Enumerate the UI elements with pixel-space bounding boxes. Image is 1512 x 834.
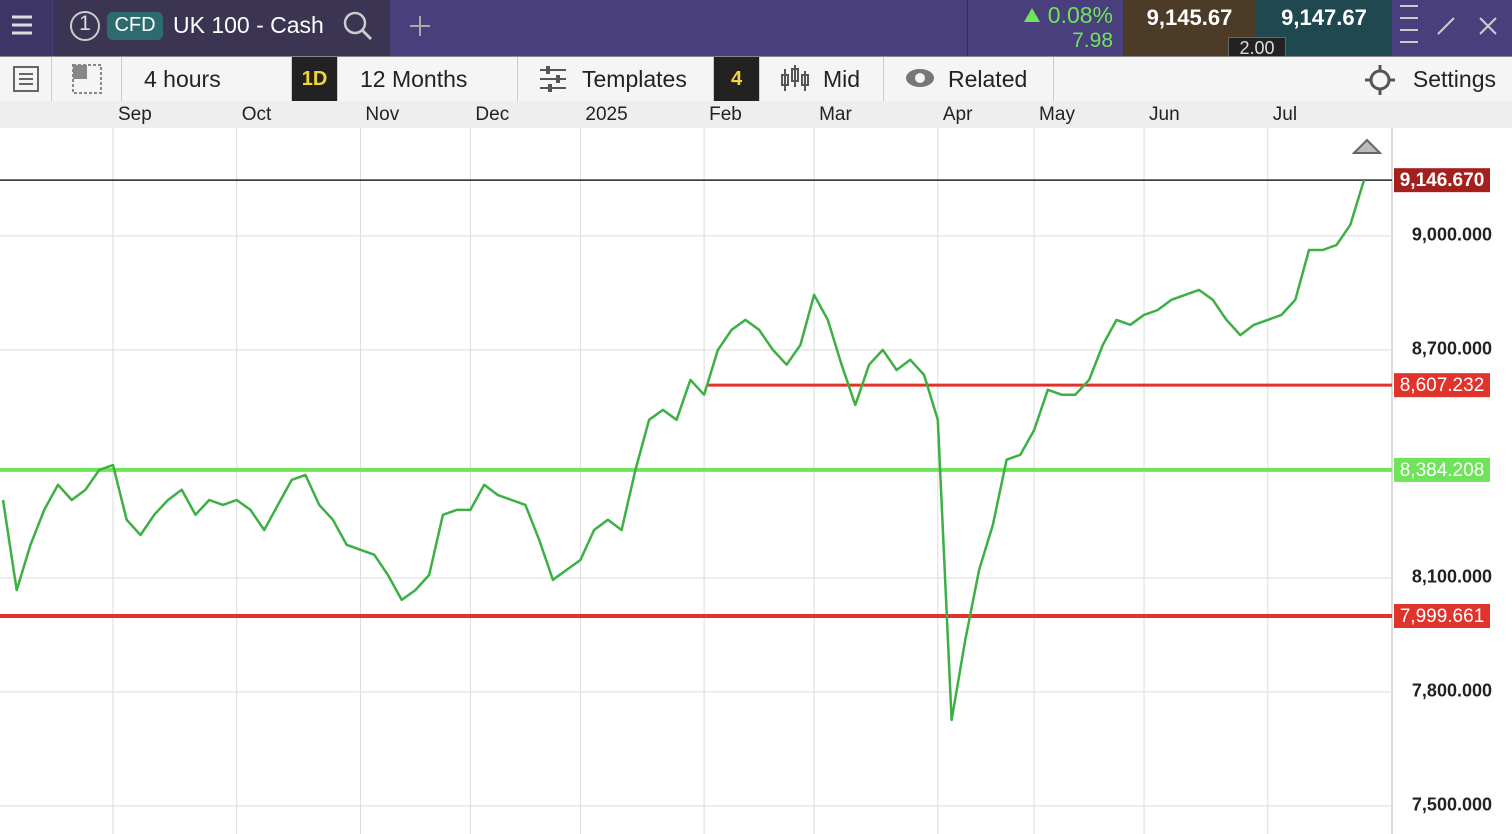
time-axis-band bbox=[0, 101, 1512, 128]
spread: 2.00 bbox=[1228, 37, 1286, 58]
x-tick-label: Mar bbox=[819, 104, 852, 125]
price-level-label: 7,999.661 bbox=[1400, 606, 1485, 627]
period-button[interactable]: 1D bbox=[292, 57, 338, 101]
instrument-tab[interactable]: 1 CFD UK 100 - Cash bbox=[53, 0, 390, 56]
change-percent: 0.08% bbox=[1047, 2, 1113, 28]
price-level-tag bbox=[1394, 168, 1490, 193]
instrument-name: UK 100 - Cash bbox=[173, 12, 324, 38]
x-tick-label: Sep bbox=[118, 104, 152, 125]
candles-icon bbox=[781, 65, 809, 91]
x-tick-label: 2025 bbox=[585, 104, 627, 125]
x-tick-label: Feb bbox=[709, 104, 742, 125]
x-tick-label: Jul bbox=[1273, 104, 1297, 125]
y-tick-label: 7,500.000 bbox=[1412, 795, 1492, 815]
interval-select[interactable]: 4 hours bbox=[122, 57, 292, 101]
price-level-label: 9,146.670 bbox=[1400, 170, 1485, 191]
list-button[interactable] bbox=[0, 57, 52, 101]
templates-icon bbox=[540, 66, 566, 92]
x-tick-label: Oct bbox=[242, 104, 272, 125]
eye-icon bbox=[906, 69, 934, 87]
price-mode[interactable]: Mid bbox=[760, 57, 884, 101]
x-tick-label: Nov bbox=[365, 104, 399, 125]
change-points: 7.98 bbox=[1072, 29, 1113, 52]
price-level-tag bbox=[1394, 457, 1490, 482]
menu-button[interactable] bbox=[0, 0, 52, 56]
price-line bbox=[1, 179, 1366, 722]
price-level-label: 8,384.208 bbox=[1400, 460, 1485, 481]
chart: Sep Oct Nov Dec 2025 Feb Mar Apr May Jun Jul 7,500.… bbox=[0, 101, 1512, 834]
y-tick-label: 8,100.000 bbox=[1412, 567, 1492, 587]
tab-number: 1 bbox=[79, 12, 91, 35]
add-tab[interactable] bbox=[390, 0, 450, 56]
price-level-label: 8,607.232 bbox=[1400, 375, 1485, 396]
change-box: 0.08% 7.98 bbox=[967, 0, 1123, 56]
settings-button[interactable]: Settings bbox=[1054, 57, 1512, 101]
divider bbox=[0, 56, 1512, 57]
sell-button[interactable]: 9,145.67 bbox=[1123, 0, 1256, 56]
instrument-type: CFD bbox=[114, 14, 156, 36]
offer-price: 9,147.67 bbox=[1281, 5, 1367, 30]
range-select[interactable]: 12 Months bbox=[338, 57, 518, 101]
x-tick-label: May bbox=[1039, 104, 1075, 125]
settings-icon bbox=[1365, 65, 1395, 95]
price-level-tag bbox=[1394, 373, 1490, 398]
y-tick-label: 9,000.000 bbox=[1412, 225, 1492, 245]
templates-count: 4 bbox=[714, 57, 760, 101]
x-tick-label: Apr bbox=[943, 104, 973, 125]
layout-button[interactable] bbox=[52, 57, 122, 101]
bid-price: 9,145.67 bbox=[1146, 5, 1233, 30]
buy-button[interactable]: 9,147.67 bbox=[1256, 0, 1392, 56]
window-controls[interactable] bbox=[1392, 0, 1512, 56]
x-tick-label: Jun bbox=[1149, 104, 1180, 125]
price-level-tag bbox=[1394, 604, 1490, 629]
x-tick-label: Dec bbox=[475, 104, 509, 125]
scroll-home-icon[interactable] bbox=[1351, 138, 1383, 154]
y-tick-label: 7,800.000 bbox=[1412, 681, 1492, 701]
y-tick-label: 8,700.000 bbox=[1412, 339, 1492, 359]
